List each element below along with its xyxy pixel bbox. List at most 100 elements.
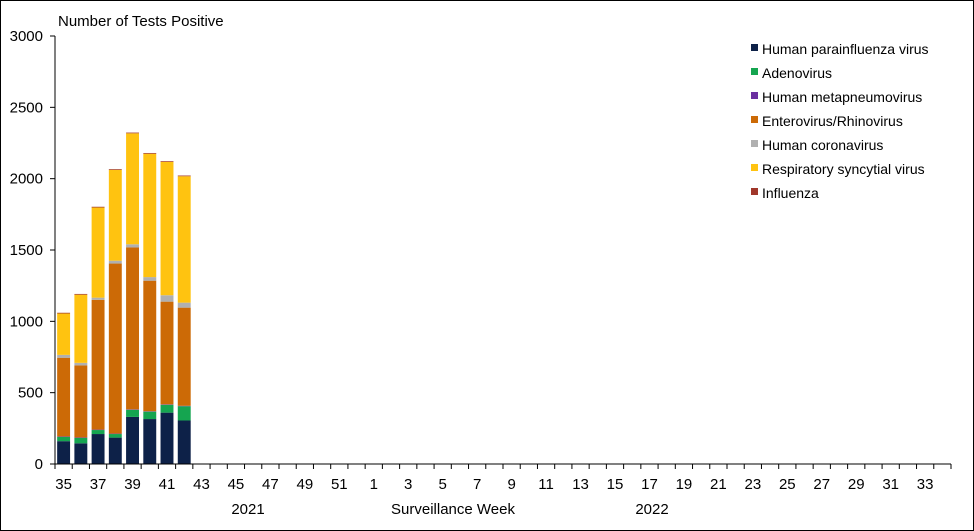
x-tick-label: 21 bbox=[710, 476, 727, 493]
bar-week-41-series-1 bbox=[160, 404, 174, 413]
x-tick-label: 11 bbox=[538, 476, 554, 493]
x-tick-label: 47 bbox=[262, 476, 279, 493]
bar-week-35-series-5 bbox=[57, 313, 71, 355]
x-tick-label: 33 bbox=[917, 476, 934, 493]
bar-week-38-series-0 bbox=[108, 437, 122, 464]
bar-week-36-series-3 bbox=[74, 365, 88, 438]
x-tick-label: 7 bbox=[473, 476, 481, 493]
x-tick-label: 45 bbox=[228, 476, 245, 493]
x-tick-label: 35 bbox=[55, 476, 72, 493]
bar-week-39-series-3 bbox=[126, 247, 139, 410]
bar-week-41-series-5 bbox=[160, 161, 174, 296]
legend-swatch-6 bbox=[751, 188, 758, 195]
bar-week-36-series-6 bbox=[74, 293, 88, 295]
x-axis-title: Surveillance Week bbox=[391, 501, 515, 518]
x-tick-label: 43 bbox=[193, 476, 210, 493]
bar-week-40-series-0 bbox=[143, 419, 157, 464]
bar-week-38-series-5 bbox=[108, 169, 122, 261]
bar-week-38-series-1 bbox=[108, 434, 122, 438]
year-label-2021: 2021 bbox=[231, 501, 264, 518]
y-tick-label: 0 bbox=[35, 456, 43, 473]
bar-week-42-series-5 bbox=[177, 176, 191, 303]
bar-week-35-series-1 bbox=[57, 436, 71, 442]
x-tick-label: 9 bbox=[507, 476, 515, 493]
x-tick-label: 19 bbox=[676, 476, 693, 493]
bar-week-42-series-4 bbox=[177, 302, 191, 308]
legend-swatch-4 bbox=[751, 140, 758, 147]
y-ticks: 0 500 1000 1500 2000 2500 3000 bbox=[10, 28, 55, 473]
bar-week-39-series-4 bbox=[126, 244, 139, 248]
bar-week-42-series-3 bbox=[177, 307, 191, 406]
bar-week-41-series-0 bbox=[160, 412, 174, 464]
bar-week-38-series-6 bbox=[108, 169, 122, 170]
bar-week-39-series-0 bbox=[126, 416, 139, 464]
legend-label-4: Human coronavirus bbox=[762, 137, 883, 153]
bar-week-39-series-6 bbox=[126, 132, 139, 134]
bars-layer bbox=[57, 132, 191, 464]
y-tick-label: 2500 bbox=[10, 99, 43, 116]
bar-week-40-series-6 bbox=[143, 152, 157, 154]
bar-week-41-series-6 bbox=[160, 161, 174, 162]
bar-week-37-series-3 bbox=[91, 299, 105, 430]
bar-week-42-series-0 bbox=[177, 420, 191, 464]
bar-week-35-series-0 bbox=[57, 441, 71, 464]
bar-week-37-series-0 bbox=[91, 434, 105, 464]
x-tick-label: 41 bbox=[159, 476, 176, 493]
legend-label-1: Adenovirus bbox=[762, 65, 832, 81]
bar-week-37-series-6 bbox=[91, 206, 105, 208]
y-tick-label: 500 bbox=[18, 385, 43, 402]
x-tick-label: 13 bbox=[572, 476, 589, 493]
bar-week-38-series-4 bbox=[108, 260, 122, 264]
x-tick-label: 51 bbox=[331, 476, 348, 493]
year-label-2022: 2022 bbox=[635, 501, 668, 518]
legend: Human parainfluenza virus Adenovirus Human… bbox=[751, 41, 929, 201]
bar-week-41-series-3 bbox=[160, 301, 174, 405]
legend-label-0: Human parainfluenza virus bbox=[762, 41, 929, 57]
x-tick-label: 27 bbox=[813, 476, 830, 493]
y-tick-label: 3000 bbox=[10, 28, 43, 45]
x-tick-label: 3 bbox=[404, 476, 412, 493]
legend-label-6: Influenza bbox=[762, 185, 819, 201]
y-tick-label: 1000 bbox=[10, 313, 43, 330]
legend-label-5: Respiratory syncytial virus bbox=[762, 161, 925, 177]
bar-week-36-series-0 bbox=[74, 443, 88, 464]
bar-week-38-series-3 bbox=[108, 263, 122, 434]
x-tick-label: 29 bbox=[848, 476, 865, 493]
bar-week-36-series-1 bbox=[74, 437, 88, 444]
y-tick-label: 1500 bbox=[10, 242, 43, 259]
bar-week-36-series-4 bbox=[74, 362, 88, 366]
bar-week-35-series-3 bbox=[57, 357, 71, 437]
bar-week-36-series-5 bbox=[74, 294, 88, 363]
x-tick-label: 15 bbox=[607, 476, 624, 493]
legend-swatch-5 bbox=[751, 164, 758, 171]
bar-week-40-series-3 bbox=[143, 280, 157, 412]
legend-swatch-1 bbox=[751, 68, 758, 75]
x-ticks: 35 37 39 41 43 45 47 49 51 1 3 5 7 9 11 13 15 17 19 21 23 25 2… bbox=[54, 464, 952, 493]
bar-week-39-series-1 bbox=[126, 409, 139, 417]
x-tick-label: 31 bbox=[882, 476, 899, 493]
x-tick-label: 23 bbox=[745, 476, 762, 493]
legend-label-2: Human metapneumovirus bbox=[762, 89, 922, 105]
legend-label-3: Enterovirus/Rhinovirus bbox=[762, 113, 903, 129]
bar-week-40-series-5 bbox=[143, 153, 157, 278]
y-tick-label: 2000 bbox=[10, 171, 43, 188]
x-tick-label: 37 bbox=[90, 476, 107, 493]
legend-swatch-2 bbox=[751, 92, 758, 99]
x-tick-label: 17 bbox=[641, 476, 658, 493]
bar-week-35-series-6 bbox=[57, 312, 71, 314]
x-tick-label: 5 bbox=[439, 476, 447, 493]
bar-week-40-series-1 bbox=[143, 411, 157, 420]
x-tick-label: 39 bbox=[124, 476, 141, 493]
x-tick-label: 25 bbox=[779, 476, 796, 493]
bar-week-39-series-5 bbox=[126, 133, 139, 245]
x-tick-label: 1 bbox=[370, 476, 378, 493]
bar-week-37-series-4 bbox=[91, 297, 105, 300]
bar-week-42-series-6 bbox=[177, 175, 191, 177]
bar-week-37-series-5 bbox=[91, 207, 105, 298]
y-axis-title: Number of Tests Positive bbox=[58, 13, 224, 30]
legend-swatch-0 bbox=[751, 44, 758, 51]
x-tick-label: 49 bbox=[297, 476, 314, 493]
bar-week-41-series-4 bbox=[160, 295, 174, 302]
